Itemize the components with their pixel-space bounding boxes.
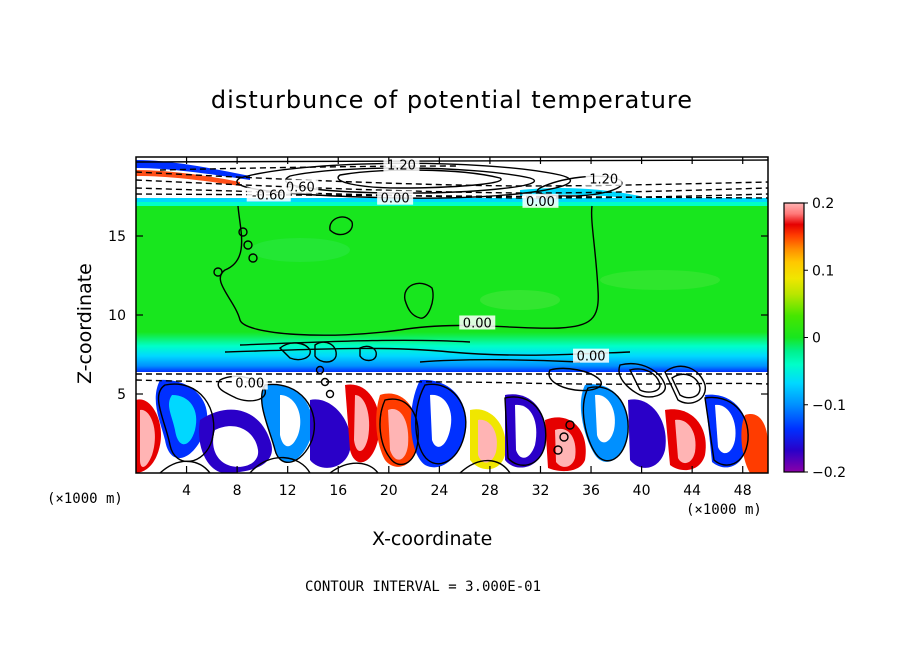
- field-layer: 1.20 0.60-0.60 0.00 0.00 1.20 0.00 0.00 0.00: [136, 157, 768, 473]
- boundary-layer-blobs: [136, 372, 768, 473]
- colorbar-tick-label: 0.1: [812, 263, 834, 279]
- colorbar-tick-label: 0: [812, 331, 821, 347]
- contour-label: 1.20: [589, 173, 618, 188]
- contour-label: 0.00: [526, 195, 555, 210]
- contour-label: 0.00: [577, 350, 606, 365]
- x-axis: 4 8 12 16 20 24 28 32 36 40 44 48: [182, 157, 752, 499]
- x-tick-label: 8: [233, 483, 242, 499]
- contour-label-bg: [246, 187, 291, 202]
- x-tick-label: 44: [683, 483, 701, 499]
- contour-label: 0.60: [286, 181, 315, 196]
- contour-label: -0.60: [252, 189, 286, 204]
- x-tick-label: 28: [481, 483, 499, 499]
- x-tick-label: 12: [279, 483, 297, 499]
- x-tick-label: 24: [430, 483, 448, 499]
- contour-label-bg: [459, 315, 496, 330]
- contour-label: 1.20: [387, 158, 416, 173]
- x-tick-label: 4: [182, 483, 191, 499]
- colorbar-tick-label: −0.2: [812, 465, 846, 481]
- x-tick-label: 40: [633, 483, 651, 499]
- y-tick-label: 5: [117, 387, 126, 403]
- x-tick-label: 32: [532, 483, 550, 499]
- colorbar: 0.2 0.1 0 −0.1 −0.2: [783, 196, 846, 481]
- y-axis: 5 10 15: [108, 229, 768, 403]
- colorbar-tick-label: −0.1: [812, 398, 846, 414]
- contour-label: 0.00: [463, 316, 492, 331]
- y-tick-label: 10: [108, 308, 126, 324]
- contour-interval-text: CONTOUR INTERVAL = 3.000E-01: [305, 579, 542, 595]
- contour-label-bg: [282, 179, 319, 194]
- x-unit-label-right: (×1000 m): [686, 502, 762, 518]
- x-tick-label: 48: [734, 483, 752, 499]
- contour-label-bg: [383, 157, 420, 172]
- chart-title: disturbunce of potential temperature: [210, 86, 694, 114]
- y-axis-label: Z-coordinate: [74, 263, 96, 384]
- contour-label-bg: [585, 171, 622, 186]
- contour-label-bg: [573, 348, 610, 363]
- contour-label-group: 1.20 0.60-0.60 0.00 0.00 1.20 0.00 0.00 0.00: [231, 157, 622, 392]
- colorbar-fill: [784, 203, 804, 472]
- y-tick-label: 15: [108, 229, 126, 245]
- contour-label-bg: [377, 190, 414, 205]
- contour-lines: [136, 159, 768, 473]
- x-tick-label: 36: [582, 483, 600, 499]
- x-axis-label: X-coordinate: [372, 528, 493, 550]
- contour-label-bg: [522, 193, 559, 208]
- contour-label: 0.00: [381, 192, 410, 207]
- contour-label: 0.00: [235, 377, 264, 392]
- colorbar-tick-label: 0.2: [812, 196, 834, 212]
- contour-label-bg: [231, 375, 268, 390]
- x-tick-label: 20: [380, 483, 398, 499]
- x-unit-label-left: (×1000 m): [47, 491, 123, 507]
- x-tick-label: 16: [329, 483, 347, 499]
